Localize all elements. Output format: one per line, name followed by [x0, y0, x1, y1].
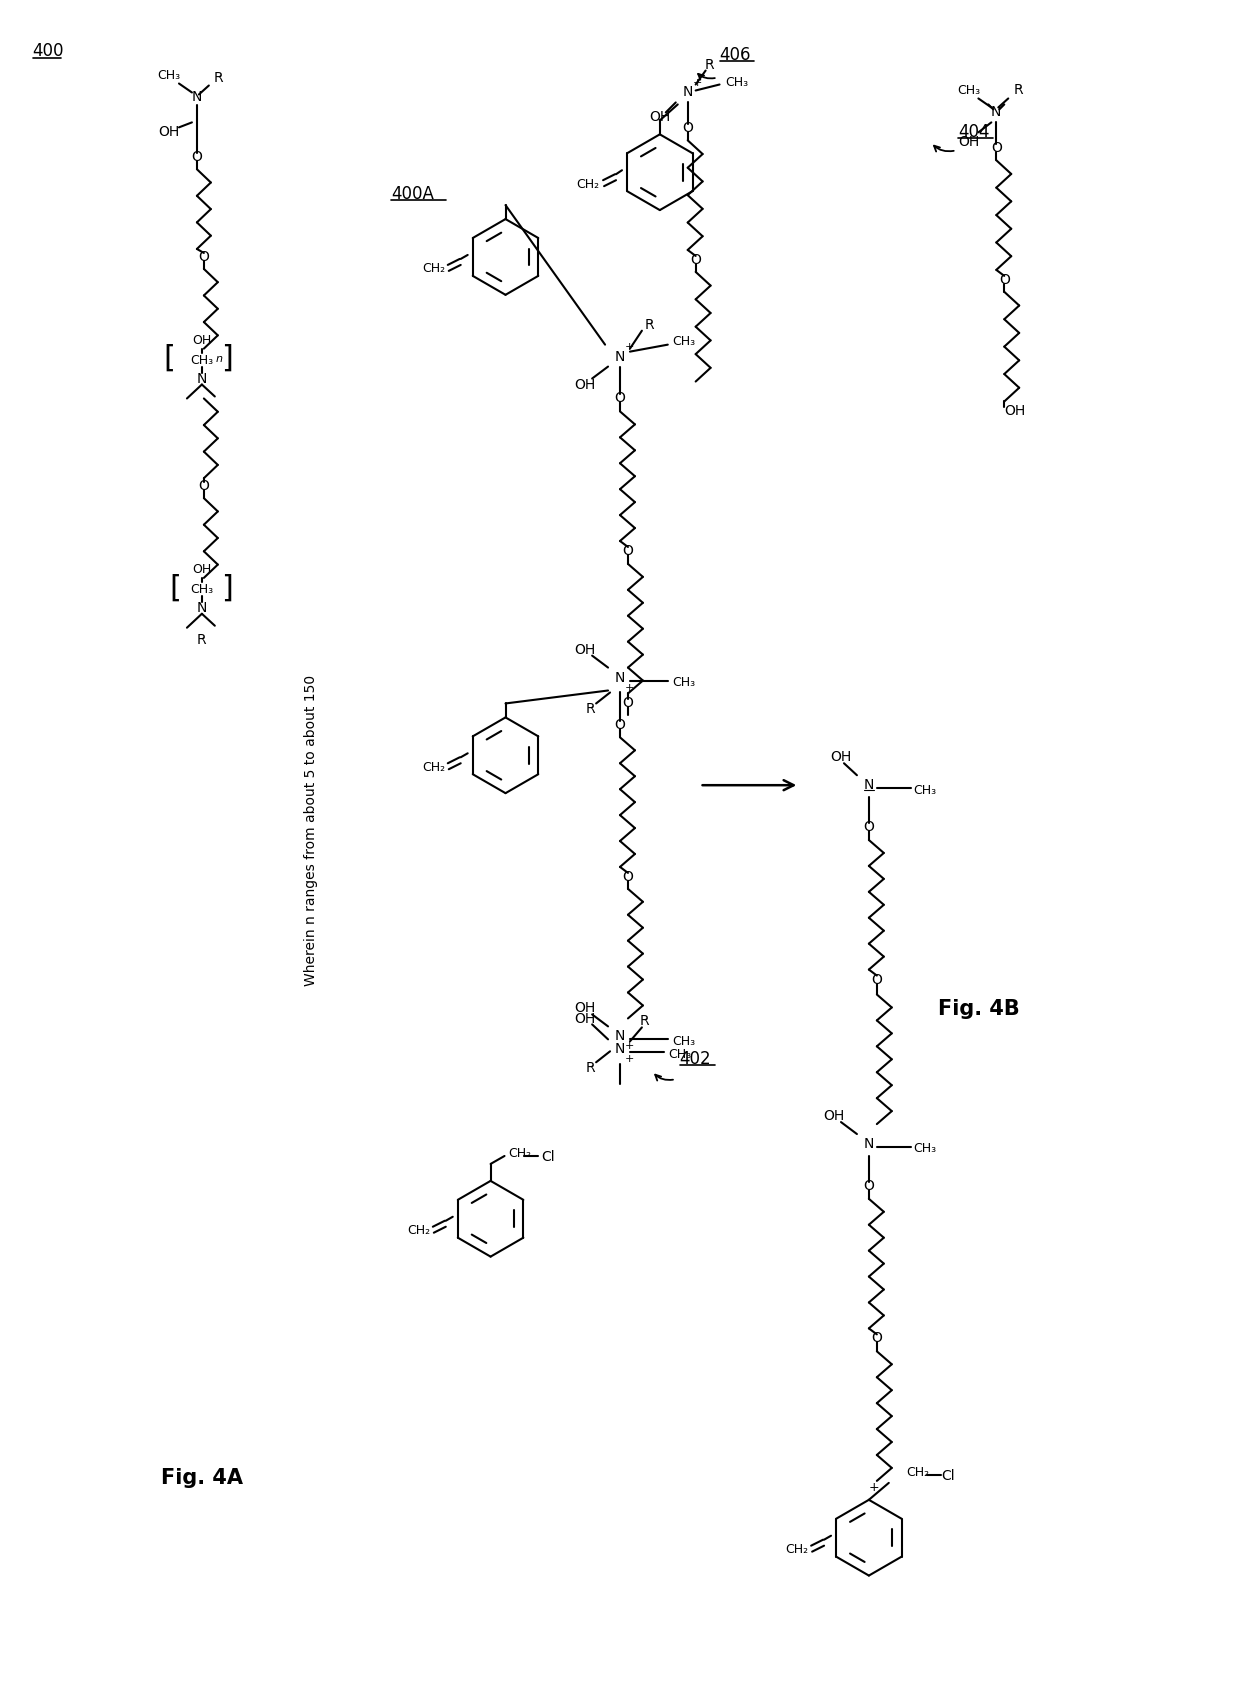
Text: O: O — [198, 479, 210, 494]
Text: Wherein n ranges from about 5 to about 150: Wherein n ranges from about 5 to about 1… — [304, 674, 319, 986]
Text: O: O — [615, 718, 625, 733]
Text: O: O — [622, 696, 634, 711]
Text: +: + — [625, 1041, 635, 1051]
Text: +: + — [625, 1055, 635, 1065]
Text: N: N — [615, 1030, 625, 1043]
Text: O: O — [198, 249, 210, 265]
Text: ]: ] — [221, 573, 233, 602]
Text: O: O — [872, 972, 883, 986]
Text: OH: OH — [574, 1013, 595, 1026]
Text: R: R — [640, 1014, 650, 1028]
Text: CH₂: CH₂ — [786, 1543, 808, 1557]
Text: N: N — [991, 106, 1002, 120]
Text: R: R — [704, 57, 714, 71]
Text: R: R — [215, 71, 223, 84]
Text: OH: OH — [823, 1109, 844, 1124]
Text: N: N — [864, 778, 874, 792]
Text: 406: 406 — [719, 45, 751, 64]
Text: OH: OH — [192, 563, 212, 576]
Text: R: R — [197, 632, 207, 647]
Text: O: O — [863, 1180, 874, 1193]
Text: O: O — [191, 150, 202, 163]
Text: [: [ — [164, 344, 175, 372]
Text: CH₂: CH₂ — [423, 760, 445, 773]
Text: +: + — [625, 682, 635, 693]
Text: CH₂: CH₂ — [906, 1466, 930, 1479]
Text: OH: OH — [1004, 404, 1025, 418]
Text: CH₃: CH₃ — [672, 1035, 694, 1048]
Text: ]: ] — [221, 344, 233, 372]
Text: n: n — [216, 354, 222, 364]
Text: CH₃: CH₃ — [190, 583, 213, 596]
Text: OH: OH — [957, 135, 980, 150]
Text: OH: OH — [192, 334, 212, 347]
Text: Fig. 4A: Fig. 4A — [161, 1468, 243, 1488]
Text: 404: 404 — [959, 123, 990, 142]
Text: 400: 400 — [32, 42, 64, 59]
Text: O: O — [622, 869, 634, 885]
Text: CH₃: CH₃ — [190, 354, 213, 367]
Text: OH: OH — [159, 125, 180, 140]
Text: N: N — [615, 349, 625, 364]
Text: [: [ — [169, 573, 181, 602]
Text: OH: OH — [574, 642, 595, 657]
Text: O: O — [615, 391, 625, 406]
Text: Cl: Cl — [542, 1149, 556, 1164]
Text: CH₃: CH₃ — [672, 335, 694, 349]
Text: +: + — [625, 342, 635, 352]
Text: O: O — [999, 273, 1009, 286]
Text: R: R — [585, 703, 595, 716]
Text: 400A: 400A — [391, 185, 434, 204]
Text: CH₂: CH₂ — [577, 177, 600, 190]
Text: Cl: Cl — [941, 1469, 955, 1483]
Text: OH: OH — [574, 377, 595, 391]
Text: CH₃: CH₃ — [672, 676, 694, 689]
Text: O: O — [682, 121, 693, 135]
Text: OH: OH — [831, 750, 852, 765]
Text: O: O — [691, 253, 701, 266]
Text: N: N — [615, 1043, 625, 1056]
Text: O: O — [863, 821, 874, 834]
Text: CH₃: CH₃ — [914, 784, 936, 797]
Text: +: + — [693, 78, 702, 88]
Text: R: R — [645, 318, 655, 332]
Text: CH₃: CH₃ — [957, 84, 980, 98]
Text: N: N — [615, 671, 625, 684]
Text: CH₂: CH₂ — [423, 263, 445, 275]
Text: CH₃: CH₃ — [914, 1142, 936, 1156]
Text: O: O — [622, 544, 634, 558]
Text: N: N — [864, 1137, 874, 1151]
Text: CH₃: CH₃ — [668, 1048, 691, 1062]
Text: OH: OH — [650, 111, 671, 125]
Text: OH: OH — [574, 1001, 595, 1016]
Text: O: O — [991, 142, 1002, 155]
Text: CH₂: CH₂ — [408, 1225, 430, 1237]
Text: +: + — [868, 1481, 879, 1495]
Text: Fig. 4B: Fig. 4B — [937, 999, 1019, 1019]
Text: R: R — [1013, 84, 1023, 98]
Text: N: N — [682, 86, 693, 99]
Text: N: N — [197, 602, 207, 615]
Text: CH₃: CH₃ — [725, 76, 749, 89]
Text: O: O — [872, 1331, 883, 1345]
Text: 402: 402 — [680, 1050, 712, 1068]
Text: N: N — [192, 91, 202, 104]
Text: CH₃: CH₃ — [157, 69, 181, 83]
Text: R: R — [585, 1062, 595, 1075]
Text: N: N — [197, 371, 207, 386]
Text: CH₂: CH₂ — [508, 1147, 532, 1161]
